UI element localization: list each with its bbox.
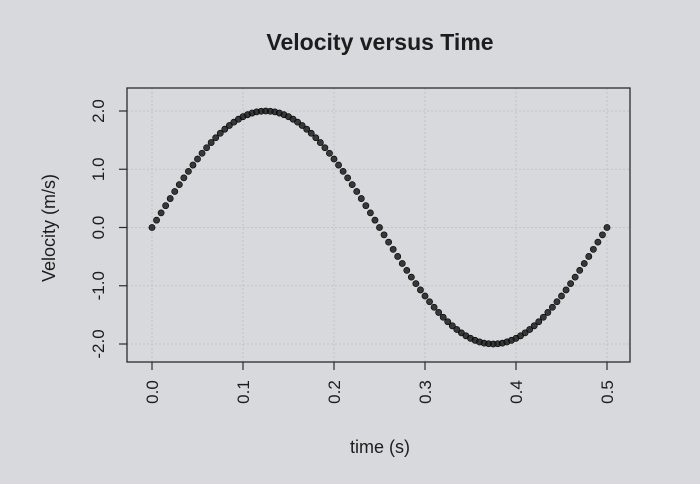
data-point [166,195,174,202]
y-tick-label: 1.0 [89,157,108,181]
x-tick-label: 0.4 [507,380,526,404]
data-point [417,286,424,294]
data-point [430,303,438,311]
data-point [580,260,588,267]
data-point [426,298,433,306]
data-point [225,122,233,129]
data-point [567,280,574,288]
data-point [330,155,338,163]
data-point [448,322,456,330]
data-point [571,273,579,281]
data-point [439,313,447,321]
data-point [589,245,597,253]
data-point [526,326,534,333]
data-point [444,318,452,326]
data-point [376,224,383,231]
data-point [171,188,179,195]
data-point [549,303,556,311]
x-tick-label: 0.2 [325,380,344,404]
data-point [599,231,606,239]
data-point [326,149,333,157]
data-point [530,322,538,330]
data-point [394,253,402,260]
data-point [521,329,529,337]
data-point [371,216,379,224]
data-point [212,134,220,142]
data-point [421,292,429,300]
data-point [403,266,411,274]
data-point [153,216,160,224]
data-point [303,125,311,133]
plot-border [126,87,631,363]
data-series [148,107,611,348]
data-point [380,231,388,239]
data-point [339,167,347,175]
y-tick-label: 0.0 [89,216,108,240]
data-point [180,174,188,182]
data-point [539,313,547,321]
x-tick-label: 0.1 [234,380,253,404]
data-point [594,238,602,246]
axes: 0.0 0.1 0.2 0.3 0.4 0.5 -2.0 -1.0 0.0 1.0 2.0 [89,99,617,404]
data-point [207,139,215,146]
data-point [366,209,374,217]
data-point [453,326,461,333]
data-point [389,245,397,253]
data-point [435,309,443,316]
data-point [385,238,392,246]
data-point [184,167,192,175]
data-point [194,155,201,163]
data-point [344,174,352,182]
data-point [362,202,370,210]
data-point [353,188,361,195]
data-point [357,195,365,202]
data-point [335,161,342,169]
data-point [307,129,315,137]
chart-title: Velocity versus Time [266,29,493,55]
data-point [562,286,570,294]
data-point [321,144,329,152]
data-point [312,134,320,142]
data-point [198,149,206,157]
y-tick-label: 2.0 [89,99,108,123]
data-point [553,298,561,306]
data-point [407,273,415,281]
x-axis-label: time (s) [350,437,410,457]
data-point [162,202,170,210]
data-point [558,292,565,300]
data-point [294,118,301,126]
data-point [216,129,224,137]
x-tick-label: 0.0 [143,380,162,404]
x-tick-label: 0.3 [416,380,435,404]
data-point [585,253,593,260]
data-point [398,260,406,267]
data-point [203,144,210,152]
data-point [412,280,420,288]
y-tick-label: -2.0 [89,329,108,358]
data-point [535,318,543,326]
data-point [189,161,197,169]
data-point [576,266,584,274]
x-tick-label: 0.5 [598,380,617,404]
data-point [316,139,324,146]
data-point [148,224,156,231]
y-tick-label: -1.0 [89,271,108,300]
data-point [603,224,611,231]
data-point [544,309,552,316]
data-point [348,181,356,189]
data-point [175,181,183,189]
data-point [221,125,229,133]
data-point [298,122,306,129]
data-point [157,209,165,217]
y-axis-label: Velocity (m/s) [39,174,59,282]
